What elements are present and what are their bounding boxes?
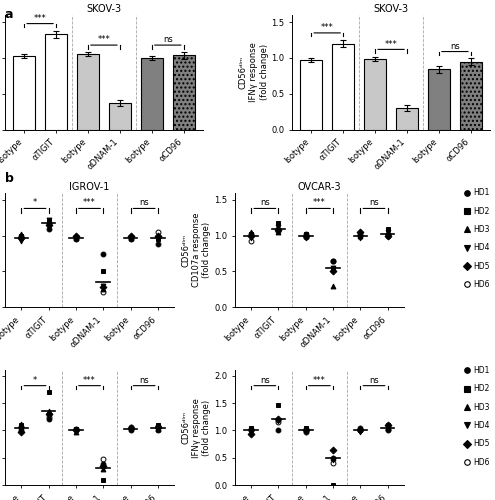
Text: ***: ***: [98, 36, 110, 44]
Title: SKOV-3: SKOV-3: [374, 4, 408, 14]
Bar: [332, 44, 354, 130]
Text: ***: ***: [83, 376, 96, 384]
Bar: [460, 62, 482, 130]
Text: ns: ns: [139, 198, 149, 207]
Text: HD3: HD3: [474, 402, 490, 411]
Text: HD4: HD4: [474, 421, 490, 430]
Text: HD5: HD5: [474, 262, 490, 270]
Bar: [13, 56, 35, 130]
Text: ***: ***: [34, 14, 47, 23]
Text: HD3: HD3: [474, 225, 490, 234]
Text: ***: ***: [321, 23, 334, 32]
Bar: [300, 60, 322, 130]
Text: HD1: HD1: [474, 366, 490, 375]
Text: *: *: [33, 198, 37, 207]
Text: ns: ns: [260, 198, 270, 207]
Title: SKOV-3: SKOV-3: [87, 4, 121, 14]
Bar: [109, 103, 131, 130]
Text: a: a: [5, 8, 13, 20]
Y-axis label: CD56ᵈᴵᵐ
CD107a response
(fold change): CD56ᵈᴵᵐ CD107a response (fold change): [182, 213, 211, 288]
Y-axis label: CD56ᵈᴵᵐ
IFNγ response
(fold change): CD56ᵈᴵᵐ IFNγ response (fold change): [182, 398, 211, 458]
Text: HD6: HD6: [474, 280, 490, 289]
Text: ns: ns: [163, 36, 173, 44]
Text: ***: ***: [313, 198, 326, 207]
Text: ns: ns: [369, 198, 379, 207]
Bar: [45, 34, 67, 130]
Text: HD4: HD4: [474, 243, 490, 252]
Text: ***: ***: [313, 376, 326, 384]
Bar: [173, 55, 195, 130]
Title: OVCAR-3: OVCAR-3: [297, 182, 341, 192]
Text: ns: ns: [139, 376, 149, 384]
Text: ns: ns: [260, 376, 270, 384]
Title: IGROV-1: IGROV-1: [69, 182, 110, 192]
Text: HD2: HD2: [474, 206, 490, 216]
Text: HD5: HD5: [474, 439, 490, 448]
Y-axis label: CD56ᵈᴵᵐ
IFNγ response
(fold change): CD56ᵈᴵᵐ IFNγ response (fold change): [239, 42, 268, 102]
Text: b: b: [5, 172, 14, 186]
Bar: [396, 108, 418, 130]
Text: ns: ns: [450, 42, 460, 51]
Text: HD2: HD2: [474, 384, 490, 393]
Text: HD6: HD6: [474, 458, 490, 466]
Text: ***: ***: [385, 40, 397, 48]
Text: ns: ns: [369, 376, 379, 384]
Text: ***: ***: [83, 198, 96, 207]
Text: HD1: HD1: [474, 188, 490, 197]
Bar: [141, 58, 163, 130]
Bar: [428, 70, 450, 130]
Bar: [364, 58, 386, 130]
Bar: [77, 54, 99, 130]
Text: *: *: [33, 376, 37, 384]
